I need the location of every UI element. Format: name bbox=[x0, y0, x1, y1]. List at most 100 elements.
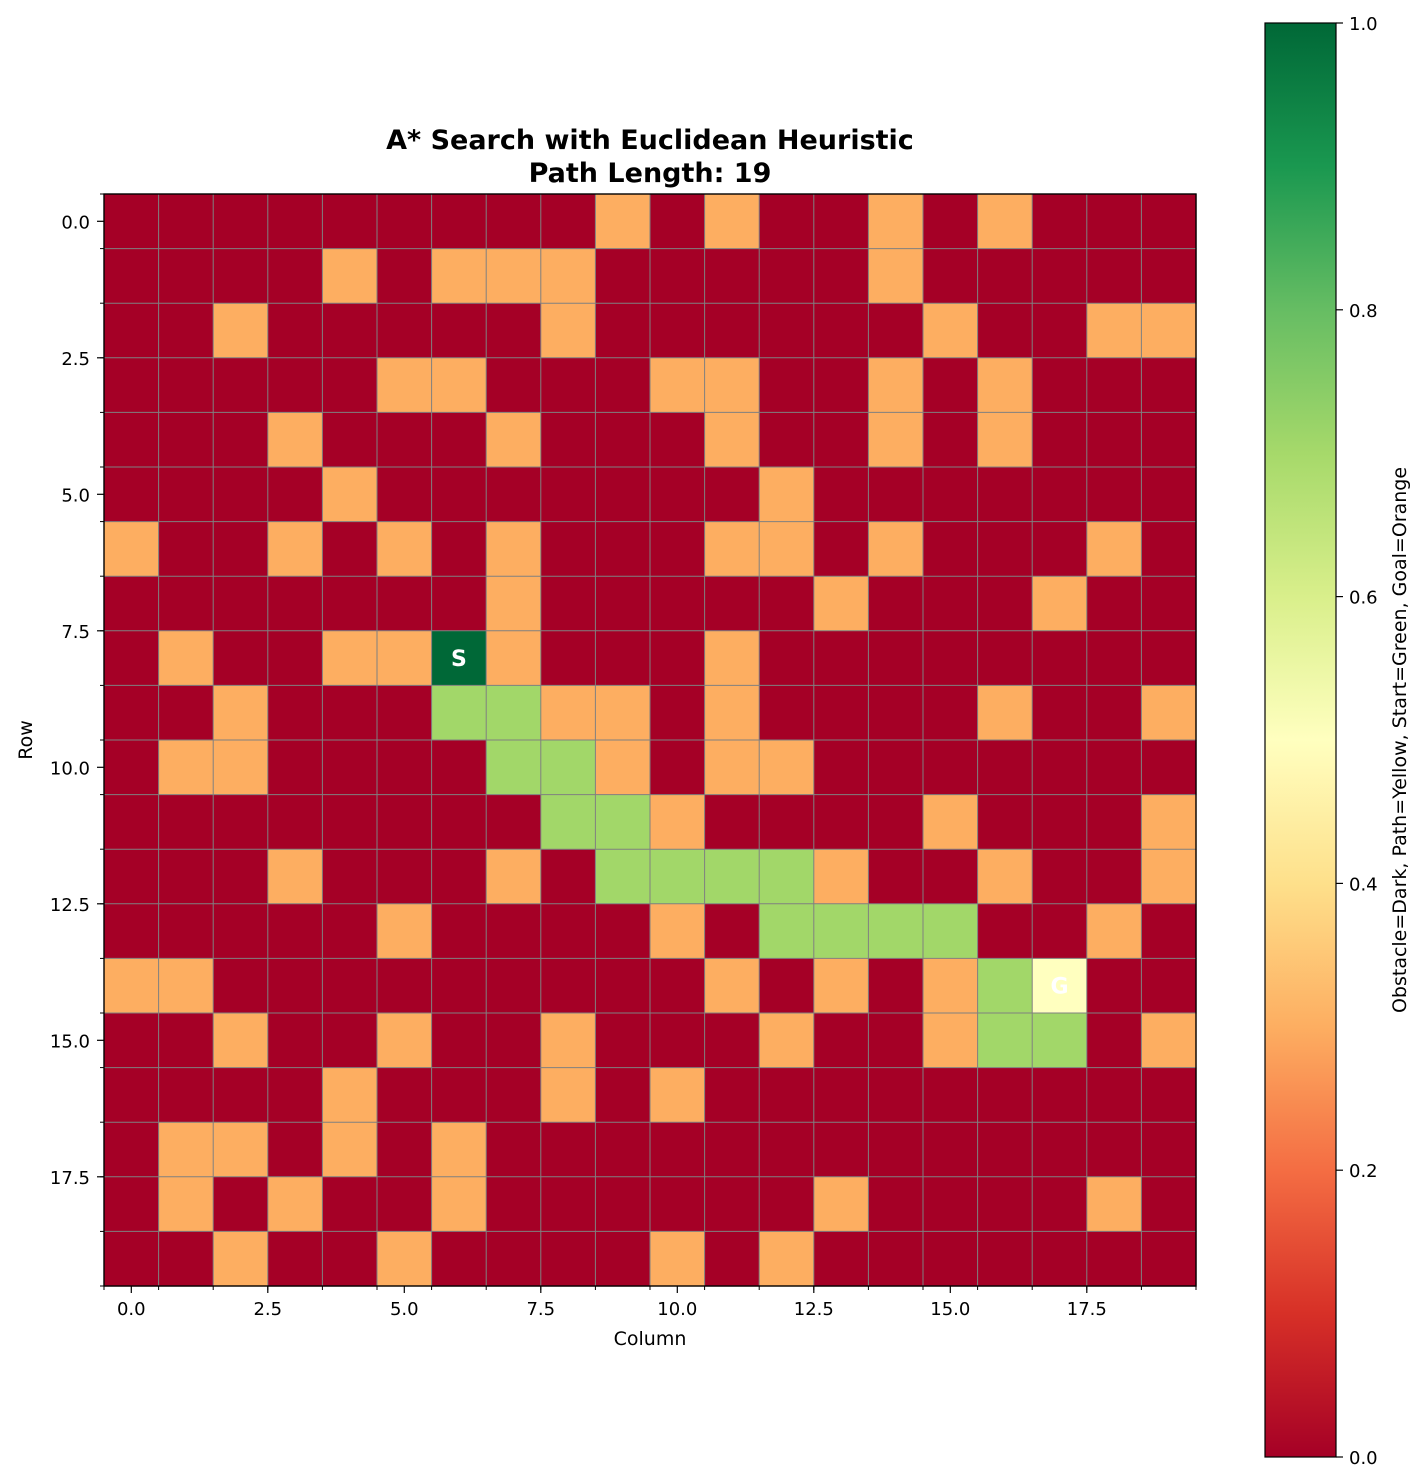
grid-cell-r5-c14 bbox=[868, 467, 924, 523]
grid-cell-r1-c9 bbox=[595, 248, 651, 304]
grid-cell-r11-c11 bbox=[704, 794, 760, 850]
grid-cell-r17-c17 bbox=[1032, 1122, 1088, 1178]
heatmap-gridlines bbox=[104, 194, 1196, 1286]
grid-cell-r3-c3 bbox=[267, 357, 323, 413]
grid-cell-r8-c7 bbox=[486, 630, 542, 686]
grid-cell-r17-c19 bbox=[1141, 1122, 1197, 1178]
grid-cell-r7-c13 bbox=[813, 576, 869, 632]
grid-cell-r3-c15 bbox=[923, 357, 979, 413]
grid-cell-r0-c15 bbox=[923, 194, 979, 250]
grid-cell-r4-c7 bbox=[486, 412, 542, 468]
grid-cell-r18-c16 bbox=[977, 1176, 1033, 1232]
grid-cell-r9-c8 bbox=[540, 685, 596, 741]
grid-cell-r0-c4 bbox=[322, 194, 378, 250]
grid-cell-r5-c2 bbox=[213, 467, 269, 523]
grid-cell-r8-c1 bbox=[158, 630, 214, 686]
grid-cell-r5-c16 bbox=[977, 467, 1033, 523]
grid-cell-r10-c8 bbox=[540, 740, 596, 796]
grid-cell-r18-c5 bbox=[377, 1176, 433, 1232]
grid-cell-r1-c17 bbox=[1032, 248, 1088, 304]
grid-cell-r0-c12 bbox=[759, 194, 815, 250]
grid-cell-r16-c12 bbox=[759, 1067, 815, 1123]
grid-cell-r5-c0 bbox=[104, 467, 160, 523]
grid-cell-r6-c6 bbox=[431, 521, 487, 577]
grid-cell-r4-c11 bbox=[704, 412, 760, 468]
grid-cell-r1-c18 bbox=[1086, 248, 1142, 304]
grid-cell-r19-c11 bbox=[704, 1231, 760, 1287]
grid-cell-r15-c1 bbox=[158, 1013, 214, 1069]
grid-cell-r16-c8 bbox=[540, 1067, 596, 1123]
grid-cell-r8-c5 bbox=[377, 630, 433, 686]
grid-cell-r6-c11 bbox=[704, 521, 760, 577]
grid-cell-r18-c17 bbox=[1032, 1176, 1088, 1232]
grid-cell-r11-c18 bbox=[1086, 794, 1142, 850]
grid-cell-r11-c12 bbox=[759, 794, 815, 850]
grid-cell-r15-c9 bbox=[595, 1013, 651, 1069]
grid-cell-r11-c10 bbox=[650, 794, 706, 850]
grid-cell-r16-c10 bbox=[650, 1067, 706, 1123]
grid-cell-r7-c7 bbox=[486, 576, 542, 632]
grid-cell-r13-c13 bbox=[813, 903, 869, 959]
grid-cell-r2-c3 bbox=[267, 303, 323, 359]
grid-cell-r8-c11 bbox=[704, 630, 760, 686]
grid-cell-r14-c1 bbox=[158, 958, 214, 1014]
grid-cell-r3-c9 bbox=[595, 357, 651, 413]
grid-cell-r13-c1 bbox=[158, 903, 214, 959]
grid-cell-r0-c11 bbox=[704, 194, 760, 250]
grid-cell-r1-c6 bbox=[431, 248, 487, 304]
colorbar-tick-label: 0.8 bbox=[1349, 301, 1378, 322]
grid-cell-r1-c13 bbox=[813, 248, 869, 304]
grid-cell-r6-c15 bbox=[923, 521, 979, 577]
grid-cell-r18-c7 bbox=[486, 1176, 542, 1232]
grid-cell-r0-c13 bbox=[813, 194, 869, 250]
grid-cell-r3-c10 bbox=[650, 357, 706, 413]
grid-cell-r11-c9 bbox=[595, 794, 651, 850]
grid-cell-r7-c1 bbox=[158, 576, 214, 632]
colorbar-tick-label: 1.0 bbox=[1349, 14, 1378, 35]
grid-cell-r14-c15 bbox=[923, 958, 979, 1014]
grid-cell-r13-c4 bbox=[322, 903, 378, 959]
grid-cell-r19-c17 bbox=[1032, 1231, 1088, 1287]
grid-cell-r12-c11 bbox=[704, 849, 760, 905]
grid-cell-r1-c10 bbox=[650, 248, 706, 304]
grid-cell-r0-c10 bbox=[650, 194, 706, 250]
grid-cell-r4-c10 bbox=[650, 412, 706, 468]
grid-cell-r10-c15 bbox=[923, 740, 979, 796]
grid-cell-r9-c11 bbox=[704, 685, 760, 741]
grid-cell-r11-c17 bbox=[1032, 794, 1088, 850]
grid-cell-r10-c12 bbox=[759, 740, 815, 796]
grid-cell-r7-c6 bbox=[431, 576, 487, 632]
grid-cell-r14-c10 bbox=[650, 958, 706, 1014]
grid-cell-r2-c17 bbox=[1032, 303, 1088, 359]
grid-cell-r0-c18 bbox=[1086, 194, 1142, 250]
grid-cell-r17-c16 bbox=[977, 1122, 1033, 1178]
grid-cell-r15-c8 bbox=[540, 1013, 596, 1069]
grid-cell-r10-c5 bbox=[377, 740, 433, 796]
grid-cell-r19-c10 bbox=[650, 1231, 706, 1287]
grid-cell-r13-c14 bbox=[868, 903, 924, 959]
grid-cell-r7-c0 bbox=[104, 576, 160, 632]
grid-cell-r11-c0 bbox=[104, 794, 160, 850]
grid-cell-r4-c8 bbox=[540, 412, 596, 468]
grid-cell-r5-c13 bbox=[813, 467, 869, 523]
grid-cell-r12-c2 bbox=[213, 849, 269, 905]
grid-cell-r8-c12 bbox=[759, 630, 815, 686]
colorbar-ticks: 0.0 0.2 0.4 0.6 0.8 1.0 bbox=[1336, 14, 1378, 1469]
y-tick-label: 12.5 bbox=[50, 895, 90, 916]
grid-cell-r16-c11 bbox=[704, 1067, 760, 1123]
grid-cell-r12-c8 bbox=[540, 849, 596, 905]
x-tick-label: 17.5 bbox=[1067, 1299, 1107, 1320]
grid-cell-r17-c5 bbox=[377, 1122, 433, 1178]
grid-cell-r16-c1 bbox=[158, 1067, 214, 1123]
grid-cell-r1-c3 bbox=[267, 248, 323, 304]
grid-cell-r11-c14 bbox=[868, 794, 924, 850]
grid-cell-r1-c1 bbox=[158, 248, 214, 304]
x-tick-label: 15.0 bbox=[930, 1299, 970, 1320]
grid-cell-r12-c7 bbox=[486, 849, 542, 905]
grid-cell-r6-c5 bbox=[377, 521, 433, 577]
grid-cell-r7-c19 bbox=[1141, 576, 1197, 632]
x-tick-label: 0.0 bbox=[117, 1299, 146, 1320]
grid-cell-r19-c1 bbox=[158, 1231, 214, 1287]
grid-cell-r5-c1 bbox=[158, 467, 214, 523]
